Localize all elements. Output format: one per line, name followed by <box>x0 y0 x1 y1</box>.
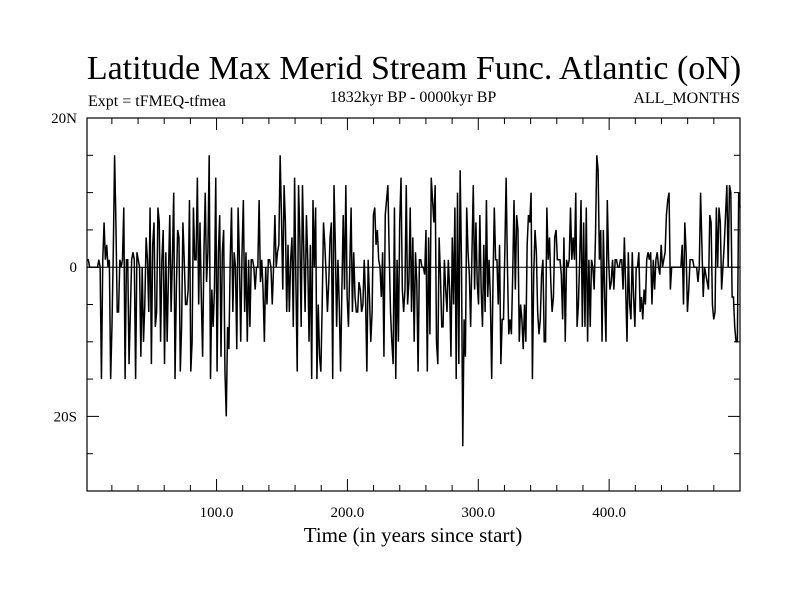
x-tick-label: 300.0 <box>461 505 495 521</box>
y-tick-labels: 20N 0 20S <box>51 111 77 425</box>
months-label: ALL_MONTHS <box>633 90 740 107</box>
x-tick-label: 100.0 <box>200 505 234 521</box>
x-axis-label: Time (in years since start) <box>304 523 523 547</box>
x-tick-label: 400.0 <box>592 505 626 521</box>
y-tick-label: 20N <box>51 111 77 127</box>
y-tick-label: 20S <box>54 409 77 425</box>
x-tick-marks <box>216 118 610 491</box>
x-minor-ticks <box>111 118 715 491</box>
y-tick-label: 0 <box>70 260 78 276</box>
plot-frame <box>86 117 741 492</box>
experiment-label: Expt = tFMEQ-tfmea <box>88 93 226 110</box>
chart-title: Latitude Max Merid Stream Func. Atlantic… <box>87 50 741 87</box>
x-tick-label: 200.0 <box>331 505 365 521</box>
x-tick-labels: 100.0 200.0 300.0 400.0 <box>200 505 626 521</box>
time-range-label: 1832kyr BP - 0000kyr BP <box>330 89 497 106</box>
series-line <box>87 155 741 447</box>
